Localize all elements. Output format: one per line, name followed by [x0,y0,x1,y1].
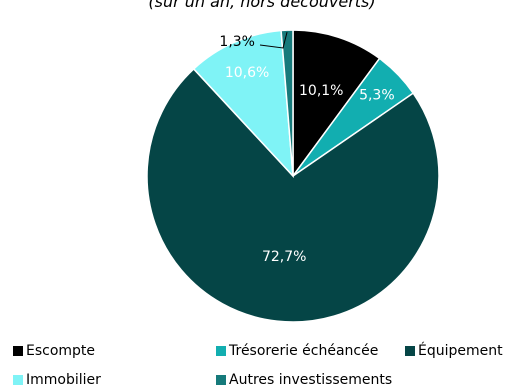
legend-item-tresorerie: Trésorerie échéancée [216,343,378,359]
slice-label-immobilier: 10,6% [225,65,269,81]
chart-subtitle: (sur un an, hors découverts) [148,0,376,11]
legend-label-escompte: Escompte [26,343,96,359]
slice-label-autres: 1,3% [219,34,255,50]
pie-slice-escompte [292,29,381,179]
legend-swatch-tresorerie [216,346,226,356]
legend-label-equipement: Équipement [418,343,503,359]
legend-label-autres: Autres investissements [229,372,393,388]
legend-item-escompte: Escompte [13,343,95,359]
legend-label-tresorerie: Trésorerie échéancée [229,343,379,359]
pie-slice-autres [280,29,294,177]
slice-label-tresorerie: 5,3% [359,88,395,104]
legend-item-immobilier: Immobilier [13,372,101,388]
legend-swatch-autres [216,375,226,385]
leader-line-autres [259,31,288,49]
pie-slice-immobilier [192,29,294,179]
legend-item-equipement: Équipement [405,343,503,359]
legend-swatch-immobilier [13,375,23,385]
legend-label-immobilier: Immobilier [26,372,101,388]
slice-label-equipement: 72,7% [262,249,306,265]
pie-slice-equipement [146,67,440,323]
legend-item-autres: Autres investissements [216,372,392,388]
legend-swatch-equipement [405,346,415,356]
slice-label-escompte: 10,1% [299,83,343,99]
legend-swatch-escompte [13,346,23,356]
